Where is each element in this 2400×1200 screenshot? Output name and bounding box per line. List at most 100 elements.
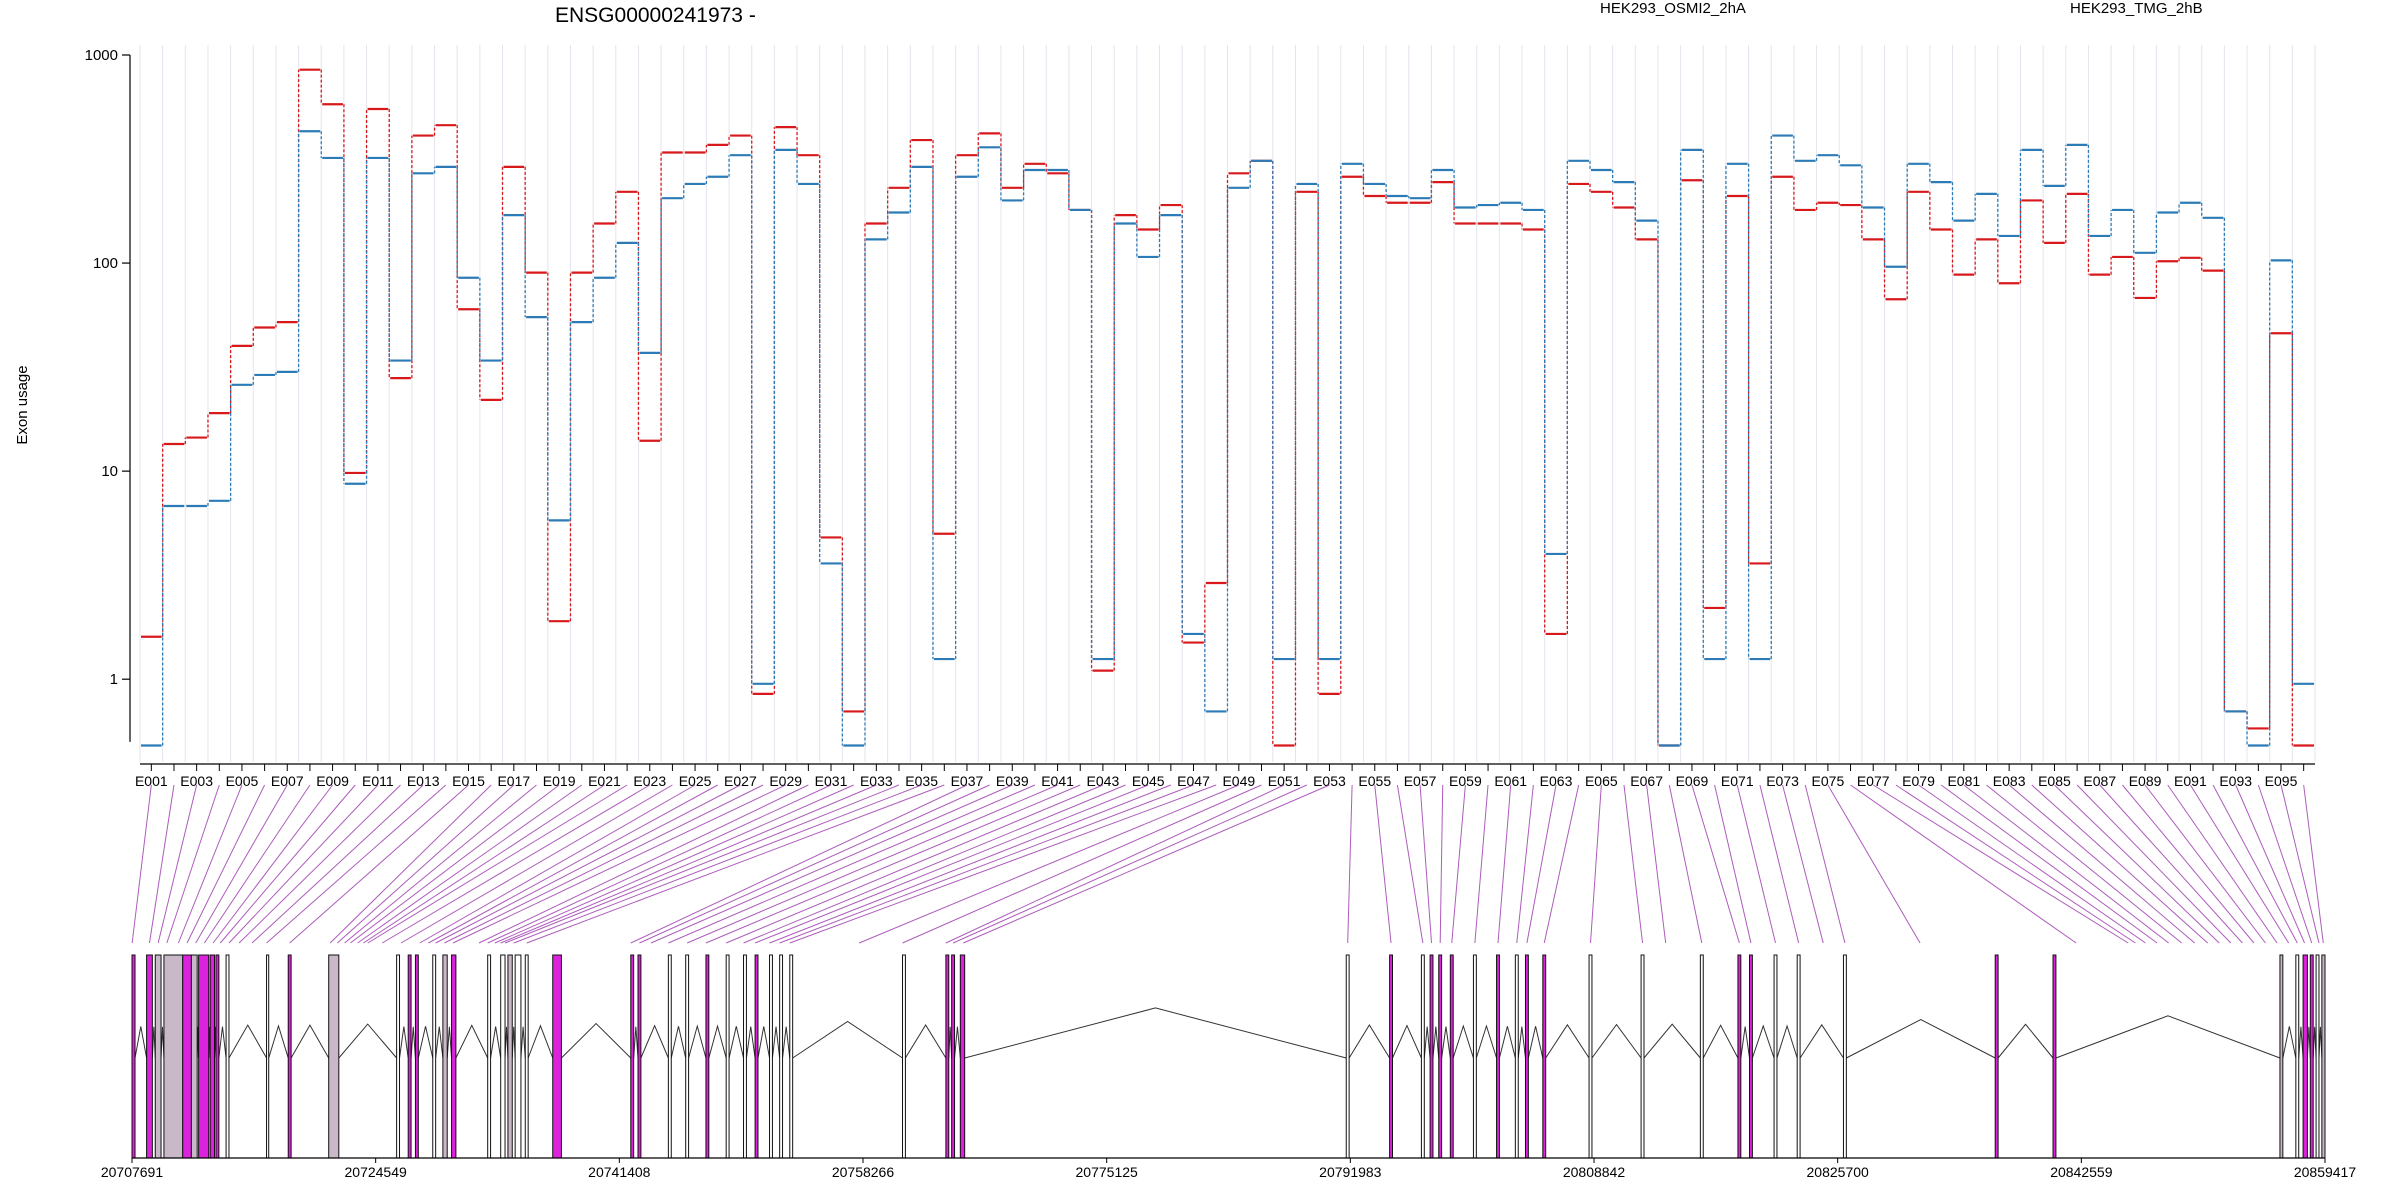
- gene-exon: [1699, 954, 1704, 1159]
- exon-connector: [1782, 784, 1824, 944]
- genome-tick-label: 20808842: [1563, 1164, 1626, 1180]
- exon-connector: [494, 784, 854, 944]
- gene-exon: [396, 954, 401, 1159]
- x-tick-label: E001: [135, 773, 168, 789]
- intron-line: [688, 1024, 707, 1059]
- exon-connector: [1451, 784, 1466, 944]
- gene-exon: [198, 954, 210, 1159]
- exon-connector: [1872, 784, 2129, 944]
- gene-exon: [779, 954, 784, 1159]
- intron-line: [1348, 1024, 1391, 1059]
- gene-exon: [2052, 954, 2057, 1159]
- intron-line: [1740, 1026, 1750, 1059]
- exon-connectors: [131, 784, 2324, 944]
- exon-connector: [1396, 784, 1424, 944]
- genome-tick-label: 20775125: [1076, 1164, 1139, 1180]
- exon-connector: [329, 784, 492, 944]
- exon-connector: [381, 784, 651, 944]
- plot-area: 1 10 100 1000 E001 E003 E005 E007 E009 E011 E013 E0…: [85, 45, 2316, 789]
- gene-exon: [1994, 954, 1999, 1159]
- gene-exon: [667, 954, 672, 1159]
- intron-line: [1423, 1026, 1431, 1059]
- gene-exon: [705, 954, 710, 1159]
- x-tick-label: E067: [1630, 773, 1663, 789]
- x-tick-label: E043: [1087, 773, 1120, 789]
- exon-connector: [344, 784, 537, 944]
- exon-connector: [705, 784, 1081, 944]
- gene-exon: [1796, 954, 1801, 1159]
- gene-exon: [1449, 954, 1454, 1159]
- gene-exon: [2321, 954, 2326, 1159]
- gene-exon: [2295, 954, 2300, 1159]
- intron-line: [1432, 1026, 1440, 1059]
- exon-connector: [1526, 784, 1557, 944]
- x-tick-label: E059: [1449, 773, 1482, 789]
- x-tick-label: E091: [2174, 773, 2207, 789]
- exon-connector: [1419, 784, 1433, 944]
- exon-connector: [952, 784, 1308, 944]
- exon-connector: [1590, 784, 1602, 944]
- gene-exon: [209, 954, 216, 1159]
- exon-connector: [357, 784, 583, 944]
- exon-connector: [526, 784, 945, 944]
- intron-line: [1475, 1024, 1498, 1059]
- intron-line: [1776, 1024, 1798, 1059]
- intron-line: [455, 1024, 489, 1059]
- exon-connector: [2031, 784, 2209, 944]
- genome-tick-label: 20859417: [2294, 1164, 2357, 1180]
- intron-line: [399, 1026, 409, 1059]
- x-tick-label: E003: [180, 773, 213, 789]
- legend-series-b: HEK293_TMG_2hB: [2070, 0, 2203, 17]
- exon-connector: [513, 784, 922, 944]
- exon-connector: [1986, 784, 2182, 944]
- genome-tick-label: 20724549: [345, 1164, 408, 1180]
- exon-connector: [2076, 784, 2232, 944]
- exon-connector: [769, 784, 1172, 944]
- exon-connector: [337, 784, 515, 944]
- exon-connector: [131, 784, 152, 944]
- exon-connector: [251, 784, 424, 944]
- exon-connector: [148, 784, 175, 944]
- gene-exon: [637, 954, 642, 1159]
- genome-tick-label: 20758266: [832, 1164, 895, 1180]
- intron-line: [1545, 1023, 1590, 1059]
- intron-line: [1751, 1024, 1775, 1059]
- series-b: [141, 130, 2314, 747]
- gene-exon: [2279, 954, 2284, 1159]
- genome-tick-label: 20842559: [2050, 1164, 2113, 1180]
- exon-connector: [1895, 784, 2136, 944]
- y-tick-label: 10: [101, 463, 118, 480]
- gene-exon: [225, 954, 230, 1159]
- x-tick-label: E041: [1041, 773, 1074, 789]
- gene-exon: [1737, 954, 1742, 1159]
- gene-exon: [951, 954, 956, 1159]
- x-tick-label: E019: [543, 773, 576, 789]
- x-tick-label: E013: [407, 773, 440, 789]
- gene-exon: [442, 954, 448, 1159]
- intron-line: [1392, 1024, 1422, 1059]
- intron-line: [134, 1026, 148, 1059]
- gene-exon: [163, 954, 184, 1159]
- exon-connector: [487, 784, 832, 944]
- exon-connector: [478, 784, 809, 944]
- exon-connector: [630, 784, 968, 944]
- exon-connector: [219, 784, 356, 944]
- exon-connector: [350, 784, 560, 944]
- exon-connector: [1516, 784, 1534, 944]
- gene-exon: [154, 954, 162, 1159]
- gene-exon: [1748, 954, 1753, 1159]
- exon-connector: [2099, 784, 2243, 944]
- gene-exon: [902, 954, 906, 1159]
- exon-connector: [945, 784, 1285, 944]
- y-tick-label: 1: [110, 671, 118, 688]
- gene-exon: [407, 954, 412, 1159]
- x-tick-label: E031: [815, 773, 848, 789]
- gene-exon: [630, 954, 635, 1159]
- intron-line: [640, 1024, 669, 1059]
- intron-line: [1702, 1024, 1739, 1059]
- gene-exon: [266, 954, 270, 1159]
- gene-exon: [1640, 954, 1645, 1159]
- gene-exon: [725, 954, 730, 1159]
- gene-exon: [1542, 954, 1547, 1159]
- x-tick-label: E027: [724, 773, 757, 789]
